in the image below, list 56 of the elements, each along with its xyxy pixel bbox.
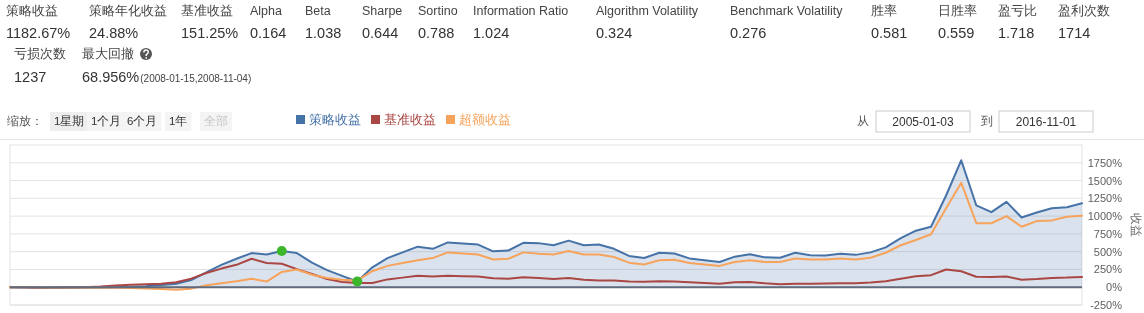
y-tick-label: 1500%	[1087, 174, 1123, 187]
text: 策略年化收益	[89, 4, 167, 18]
text: Benchmark Volatility	[730, 4, 844, 18]
text: Sortino	[418, 4, 458, 18]
text: (2008-01-15,2008-11-04)	[140, 73, 252, 84]
text: 2005-01-03	[892, 115, 955, 129]
text: 最大回撤	[82, 47, 134, 61]
text: 0.324	[596, 25, 633, 41]
text: 1年	[169, 115, 188, 127]
y-tick-label: 250%	[1093, 263, 1123, 276]
text: 盈利次数	[1058, 4, 1110, 18]
text: 0.581	[871, 25, 908, 41]
text: 24.88%	[89, 25, 139, 41]
text: 0.276	[730, 25, 767, 41]
text: Alpha	[250, 4, 283, 18]
text: 0.644	[362, 25, 399, 41]
y-tick-label: 1250%	[1087, 192, 1123, 205]
text: Beta	[305, 4, 331, 18]
y-tick-label: 1750%	[1087, 156, 1123, 169]
text: 0.559	[938, 25, 975, 41]
text: 68.956%	[82, 69, 140, 85]
y-axis-title: 收益	[1129, 213, 1143, 237]
line-series	[9, 181, 1083, 291]
text: Algorithm Volatility	[596, 4, 699, 18]
text: 基准收益	[181, 4, 233, 18]
text: 6个月	[127, 115, 158, 127]
y-tick-label: -250%	[1090, 299, 1123, 311]
legend-label: 基准收益	[384, 112, 436, 127]
text: 1.038	[305, 25, 342, 41]
text: 策略收益	[6, 4, 58, 18]
text: 1个月	[91, 115, 122, 127]
text: 1.718	[998, 25, 1035, 41]
y-tick-label: 1000%	[1087, 210, 1123, 223]
text: 1星期	[54, 115, 85, 127]
text: 1.024	[473, 25, 510, 41]
text: 1237	[14, 69, 47, 85]
text: 从	[857, 114, 869, 128]
text: 0.788	[418, 25, 455, 41]
text: 胜率	[871, 3, 897, 18]
text: 1714	[1058, 25, 1091, 41]
y-tick-label: 0%	[1106, 281, 1123, 294]
text: Sharpe	[362, 4, 403, 18]
text: 亏损次数	[14, 47, 66, 61]
text: 盈亏比	[998, 4, 1037, 18]
text: Information Ratio	[473, 4, 569, 18]
text: 2016-11-01	[1015, 115, 1077, 129]
y-tick-label: 750%	[1093, 227, 1123, 240]
y-tick-label: 500%	[1093, 245, 1123, 258]
text: 到	[981, 114, 993, 128]
text: 日胜率	[938, 3, 977, 18]
legend-label: 策略收益	[309, 112, 361, 127]
legend-label: 超额收益	[459, 112, 511, 127]
text: 151.25%	[181, 25, 239, 41]
text: 0.164	[250, 25, 287, 41]
text: 1182.67%	[6, 25, 71, 41]
text: 缩放：	[7, 114, 43, 127]
